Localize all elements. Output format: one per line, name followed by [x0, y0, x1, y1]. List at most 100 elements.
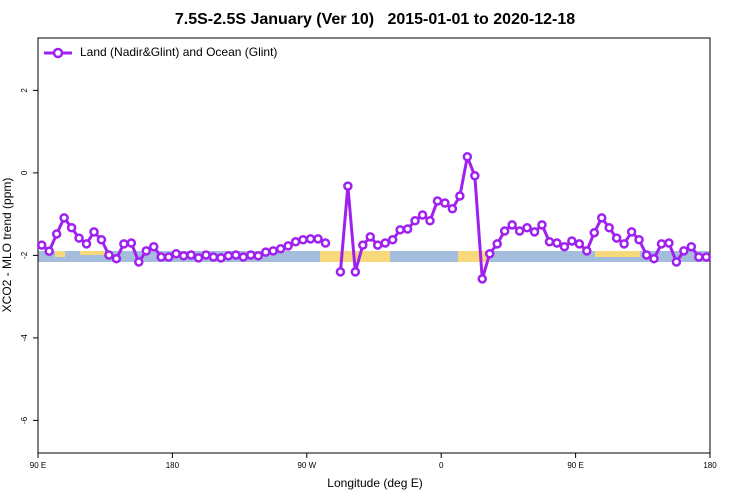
data-point	[567, 236, 577, 246]
x-tick-label: 180	[166, 461, 180, 470]
data-point	[402, 224, 413, 234]
land-strip	[458, 251, 490, 262]
data-point	[537, 220, 547, 230]
data-point	[350, 267, 361, 277]
data-point	[148, 241, 159, 252]
data-point	[51, 229, 62, 239]
data-point	[604, 223, 614, 233]
data-point	[268, 246, 278, 256]
data-point	[156, 252, 166, 262]
y-tick-label: 0	[20, 170, 29, 175]
data-point	[171, 249, 181, 259]
data-point	[253, 251, 264, 261]
data-point	[641, 250, 652, 260]
land-strip	[595, 251, 640, 257]
data-point	[313, 234, 323, 244]
data-point	[305, 234, 316, 244]
data-point	[231, 250, 241, 260]
data-point	[447, 204, 458, 214]
x-tick-label: 0	[439, 461, 444, 470]
data-point	[462, 152, 473, 162]
data-point	[193, 253, 204, 263]
data-point	[425, 215, 435, 226]
data-point	[283, 241, 293, 251]
y-tick-label: -4	[20, 334, 29, 342]
data-point	[260, 247, 271, 257]
data-point	[380, 238, 390, 248]
data-point	[178, 251, 189, 261]
data-point	[320, 238, 331, 248]
data-point	[365, 232, 376, 242]
data-point	[216, 253, 226, 263]
data-point	[246, 250, 256, 260]
data-point	[649, 253, 659, 264]
chart-title: 7.5S-2.5S January (Ver 10) 2015-01-01 to…	[175, 11, 575, 28]
data-point	[417, 210, 428, 220]
data-point	[96, 234, 107, 245]
data-point	[89, 227, 99, 237]
data-point	[387, 234, 398, 245]
data-point	[671, 257, 682, 267]
data-point	[111, 253, 122, 264]
legend-marker	[52, 47, 64, 59]
data-point	[81, 239, 92, 249]
data-point	[104, 250, 114, 260]
data-point	[432, 196, 443, 206]
data-point	[477, 274, 488, 284]
land-strip	[80, 251, 105, 255]
data-point	[522, 223, 532, 233]
x-axis-label: Longitude (deg E)	[327, 476, 422, 490]
data-point	[410, 215, 420, 226]
data-point	[119, 239, 129, 249]
data-point	[470, 171, 480, 181]
data-point	[201, 250, 211, 260]
data-point	[455, 191, 465, 201]
x-tick-label: 180	[703, 461, 717, 470]
data-point	[290, 237, 301, 247]
data-point	[679, 246, 689, 256]
data-point	[358, 240, 368, 250]
data-point	[208, 252, 219, 262]
data-point	[634, 234, 644, 245]
data-point	[275, 244, 286, 254]
data-point	[395, 225, 405, 235]
data-point	[372, 240, 383, 250]
data-point	[163, 252, 174, 262]
land-strip	[55, 251, 65, 257]
y-axis-label: XCO2 - MLO trend (ppm)	[0, 178, 14, 313]
data-point	[492, 239, 502, 249]
x-tick-label: 90 E	[567, 461, 583, 470]
data-point	[619, 239, 629, 249]
data-point	[507, 220, 517, 230]
data-point	[134, 257, 144, 267]
data-point	[701, 252, 712, 262]
data-point	[686, 241, 697, 252]
data-point	[611, 233, 622, 243]
data-point	[298, 234, 308, 245]
data-point	[694, 252, 704, 262]
y-tick-label: -6	[20, 416, 29, 424]
y-tick-label: -2	[20, 251, 29, 259]
data-point	[238, 252, 249, 262]
data-point	[74, 233, 84, 243]
data-point	[59, 213, 69, 223]
data-point	[126, 238, 137, 248]
data-point	[440, 198, 450, 208]
data-point	[544, 237, 555, 247]
y-tick-label: 2	[20, 88, 29, 93]
data-point	[514, 226, 525, 236]
data-point	[499, 226, 510, 236]
data-point	[141, 246, 152, 256]
data-point	[589, 227, 600, 238]
data-point	[484, 249, 495, 259]
data-point	[223, 251, 234, 261]
data-point	[574, 239, 585, 249]
legend-label: Land (Nadir&Glint) and Ocean (Glint)	[80, 45, 277, 59]
data-point	[656, 239, 667, 249]
data-point	[335, 267, 346, 277]
data-point	[596, 213, 607, 223]
x-tick-label: 90 E	[30, 461, 46, 470]
data-point	[529, 227, 540, 237]
